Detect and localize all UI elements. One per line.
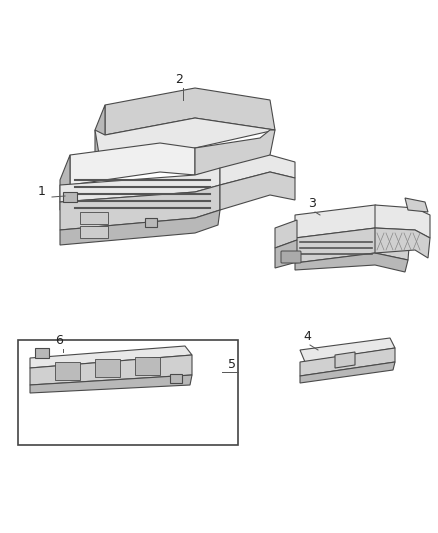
FancyBboxPatch shape: [281, 251, 301, 263]
FancyBboxPatch shape: [170, 374, 182, 383]
Polygon shape: [300, 348, 395, 376]
Text: 3: 3: [308, 197, 316, 210]
Polygon shape: [275, 220, 297, 248]
Polygon shape: [30, 355, 192, 385]
Polygon shape: [60, 185, 220, 230]
FancyBboxPatch shape: [80, 226, 108, 238]
Polygon shape: [300, 362, 395, 383]
Text: 2: 2: [175, 73, 183, 86]
Polygon shape: [95, 118, 275, 160]
Polygon shape: [295, 253, 408, 272]
Text: 5: 5: [228, 358, 236, 371]
Polygon shape: [300, 338, 395, 362]
Text: 6: 6: [55, 334, 63, 347]
Polygon shape: [60, 210, 220, 245]
Polygon shape: [60, 168, 220, 202]
Text: 4: 4: [303, 330, 311, 343]
Polygon shape: [30, 375, 192, 393]
Polygon shape: [70, 143, 195, 185]
Polygon shape: [220, 172, 295, 210]
Polygon shape: [405, 198, 428, 212]
Polygon shape: [375, 228, 430, 258]
FancyBboxPatch shape: [18, 340, 238, 445]
Polygon shape: [195, 130, 275, 175]
Polygon shape: [60, 155, 70, 210]
Polygon shape: [105, 88, 275, 135]
FancyBboxPatch shape: [95, 359, 120, 377]
Polygon shape: [95, 105, 105, 160]
Polygon shape: [375, 205, 430, 238]
Polygon shape: [30, 346, 192, 368]
Polygon shape: [275, 240, 297, 268]
Polygon shape: [295, 205, 410, 238]
Polygon shape: [295, 228, 410, 263]
Polygon shape: [220, 155, 295, 185]
FancyBboxPatch shape: [135, 357, 160, 375]
FancyBboxPatch shape: [35, 348, 49, 358]
Text: 1: 1: [38, 185, 46, 198]
Polygon shape: [335, 352, 355, 368]
FancyBboxPatch shape: [80, 212, 108, 224]
FancyBboxPatch shape: [63, 192, 77, 202]
FancyBboxPatch shape: [145, 218, 157, 227]
FancyBboxPatch shape: [55, 362, 80, 380]
